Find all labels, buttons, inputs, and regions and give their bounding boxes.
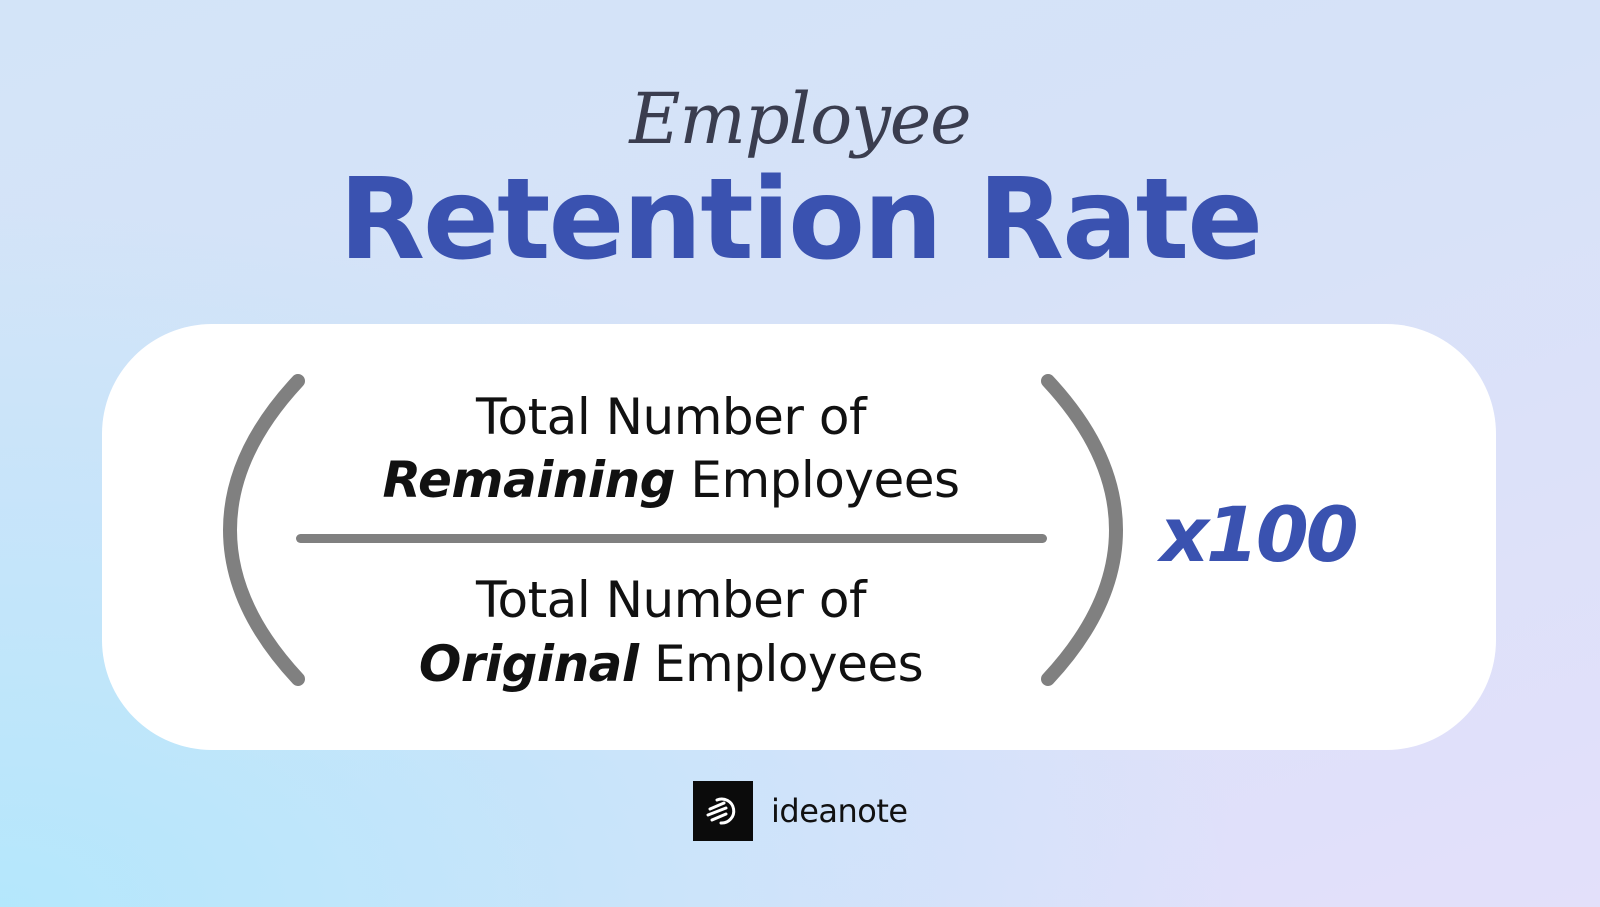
numerator-emphasis: Remaining — [382, 451, 675, 509]
numerator-line1: Total Number of — [475, 388, 867, 446]
brand-name: ideanote — [771, 792, 908, 830]
denominator-rest: Employees — [653, 635, 924, 693]
denominator-emphasis: Original — [418, 635, 639, 693]
script-title: Employee — [629, 78, 971, 160]
ideanote-logo-icon — [693, 781, 753, 841]
denominator-line1: Total Number of — [475, 571, 867, 629]
numerator-rest: Employees — [690, 451, 960, 509]
right-parenthesis — [1041, 374, 1124, 686]
multiplier: x100 — [1160, 490, 1359, 579]
fraction-bar — [296, 534, 1047, 543]
denominator-line2: Original Employees — [271, 635, 1071, 693]
left-parenthesis — [222, 374, 305, 686]
page-title: Retention Rate — [338, 155, 1263, 285]
numerator-line2: Remaining Employees — [271, 451, 1071, 509]
